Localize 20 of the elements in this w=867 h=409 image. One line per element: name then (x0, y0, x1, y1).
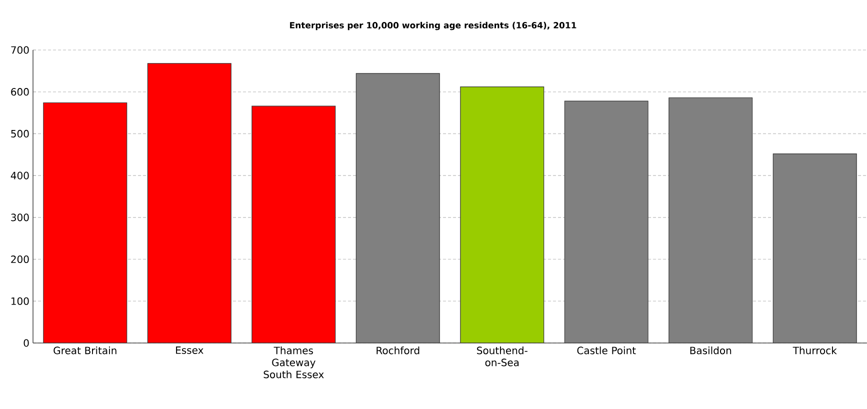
y-tick-label: 300 (11, 214, 29, 222)
bar (564, 100, 648, 343)
x-tick-label: Thurrock (792, 346, 837, 354)
y-tick-label: 600 (11, 88, 29, 96)
bar (252, 106, 336, 343)
y-tick-label: 100 (11, 297, 29, 305)
y-tick-label: 200 (11, 255, 29, 264)
x-tick-label: Rochford (376, 346, 420, 354)
x-tick-label: Essex (176, 346, 204, 354)
y-tick-label: 0 (24, 339, 29, 347)
y-tick-label: 700 (11, 46, 29, 54)
x-tick-label: Great Britain (54, 346, 116, 354)
x-tick-label: Thames Gateway South Essex (264, 346, 324, 378)
y-tick-label: 500 (11, 130, 29, 138)
x-tick-label: Castle Point (577, 346, 636, 354)
y-tick-label: 400 (10, 172, 29, 180)
x-tick-label: Basildon (690, 346, 732, 354)
bar (668, 97, 753, 343)
chart-title: Enterprises per 10,000 working age residents (16-64), 2011 (290, 22, 576, 30)
x-tick-label: Southend-on-Sea (477, 346, 528, 366)
